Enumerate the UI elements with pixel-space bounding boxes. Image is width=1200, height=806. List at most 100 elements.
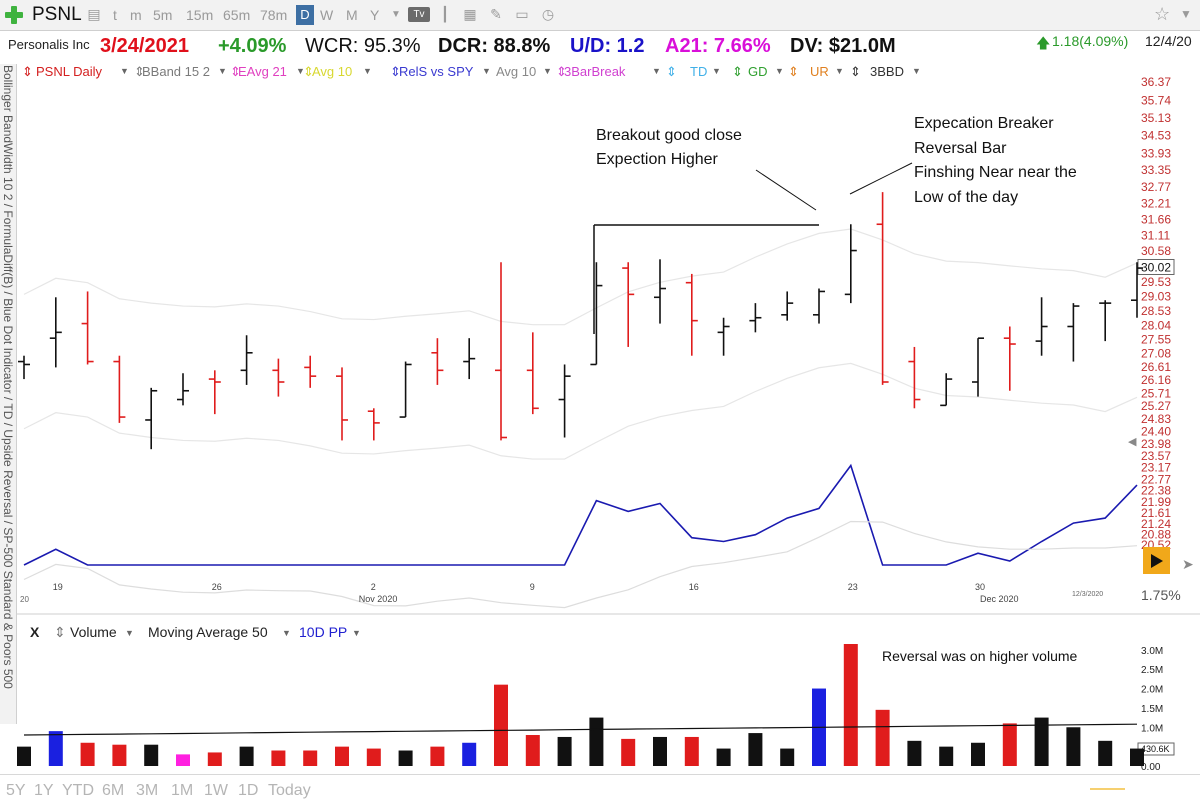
- menu-arrow-icon[interactable]: ⇕: [850, 64, 861, 79]
- period-minute[interactable]: m: [130, 7, 142, 23]
- period-yearly[interactable]: Y: [370, 7, 380, 23]
- period-15m[interactable]: 15m: [186, 7, 214, 23]
- chevron-down-icon[interactable]: ▼: [543, 66, 552, 76]
- price-tick-label: 32.77: [1141, 180, 1171, 194]
- period-monthly[interactable]: M: [346, 7, 358, 23]
- clock-icon[interactable]: ◷: [541, 6, 555, 22]
- range-1y[interactable]: 1Y: [34, 782, 54, 799]
- menu-arrow-icon[interactable]: ⇕: [788, 64, 799, 79]
- chevron-down-icon[interactable]: ▼: [391, 9, 401, 20]
- indicator-bband[interactable]: BBand 15 2: [142, 64, 210, 79]
- chevron-down-icon[interactable]: ▼: [652, 66, 661, 76]
- period-78m[interactable]: 78m: [260, 7, 288, 23]
- chevron-down-icon[interactable]: ▼: [775, 66, 784, 76]
- period-daily[interactable]: D: [296, 5, 314, 25]
- volume-tick-label: 2.5M: [1141, 665, 1163, 676]
- period-65m[interactable]: 65m: [223, 7, 251, 23]
- chevron-down-icon[interactable]: ▼: [363, 66, 372, 76]
- last-change: 1.18(4.09%): [1052, 33, 1129, 49]
- range-1d[interactable]: 1D: [238, 782, 259, 799]
- price-tick-label: 28.04: [1141, 318, 1171, 332]
- menu-arrow-icon[interactable]: ⇕: [556, 64, 567, 79]
- range-5y[interactable]: 5Y: [6, 782, 26, 799]
- chevron-down-icon[interactable]: ▼: [912, 66, 921, 76]
- toolbar: PSNL ▤ t m 5m 15m 65m 78m D W M Y ▼ Tv ┃…: [0, 0, 1200, 31]
- price-tick-label: 33.93: [1141, 146, 1171, 160]
- price-tick-label: 31.66: [1141, 213, 1171, 227]
- note-icon[interactable]: ▭: [515, 6, 529, 22]
- volume-bars: [17, 644, 1144, 790]
- bar-style-icon[interactable]: ┃: [440, 6, 450, 22]
- price-tick-label: 32.21: [1141, 197, 1171, 211]
- period-5m[interactable]: 5m: [153, 7, 173, 23]
- indicator-sidebar[interactable]: Bollinger BandWidth 10 2 / FormulaDiff(B…: [0, 64, 17, 724]
- price-tick-label: 27.08: [1141, 346, 1171, 360]
- arrow-right-icon[interactable]: ➤: [1182, 556, 1194, 572]
- indicator-rels-vs-spy[interactable]: RelS vs SPY: [399, 64, 474, 79]
- bband-lower: [23, 362, 1138, 460]
- chevron-down-icon[interactable]: ▼: [712, 66, 721, 76]
- tv-icon[interactable]: Tv: [408, 7, 430, 22]
- price-tick-label: 36.37: [1141, 75, 1171, 89]
- moving-average-label[interactable]: Moving Average 50: [148, 624, 268, 640]
- range-6m[interactable]: 6M: [102, 782, 125, 799]
- date-tick-label: 2: [371, 582, 376, 592]
- chevron-down-icon[interactable]: ▼: [352, 628, 361, 638]
- chevron-down-icon[interactable]: ▼: [482, 66, 491, 76]
- pp-label[interactable]: 10D PP: [299, 624, 348, 640]
- indicator-eavg21[interactable]: EAvg 21: [238, 64, 287, 79]
- menu-arrow-icon[interactable]: ⇕: [390, 64, 401, 79]
- volume-tick-label: 2.0M: [1141, 685, 1163, 696]
- indicator-avg10[interactable]: Avg 10: [312, 64, 353, 79]
- dcr-value: DCR: 88.8%: [438, 35, 551, 57]
- chevron-down-icon[interactable]: ▼: [296, 66, 305, 76]
- chevron-down-icon-right[interactable]: ▼: [1180, 7, 1192, 21]
- last-date: 12/4/20: [1145, 33, 1192, 49]
- close-icon[interactable]: X: [30, 624, 40, 640]
- indicator-psnl-daily[interactable]: PSNL Daily: [36, 64, 102, 79]
- volume-bar: [366, 748, 381, 766]
- period-weekly[interactable]: W: [320, 7, 334, 23]
- company-name: Personalis Inc: [8, 37, 90, 52]
- add-symbol-icon[interactable]: [5, 6, 23, 24]
- indicator-td[interactable]: TD: [690, 64, 708, 79]
- annotation-breaker-line3: Finshing Near near the: [914, 164, 1077, 181]
- menu-arrow-icon[interactable]: ⇕: [54, 624, 66, 640]
- date-tick-label: 30: [975, 582, 985, 592]
- chevron-down-icon[interactable]: ▼: [125, 628, 134, 638]
- symbol-label[interactable]: PSNL: [32, 4, 82, 25]
- chevron-down-icon[interactable]: ▼: [218, 66, 227, 76]
- volume-bar: [1066, 727, 1081, 766]
- menu-arrow-icon[interactable]: ⇕: [666, 64, 677, 79]
- range-1w[interactable]: 1W: [204, 782, 228, 799]
- print-icon[interactable]: ▤: [87, 6, 101, 22]
- chevron-down-icon[interactable]: ▼: [282, 628, 291, 638]
- range-ytd[interactable]: YTD: [62, 782, 94, 799]
- menu-arrow-icon[interactable]: ⇕: [22, 64, 33, 79]
- volume-tick-label: 1.5M: [1141, 704, 1163, 715]
- indicator-3bbd[interactable]: 3BBD: [870, 64, 904, 79]
- play-button[interactable]: [1143, 547, 1170, 574]
- menu-arrow-icon[interactable]: ⇕: [732, 64, 743, 79]
- menu-arrow-icon[interactable]: ⇕: [303, 64, 314, 79]
- star-icon[interactable]: ☆: [1154, 4, 1171, 24]
- pencil-icon[interactable]: ✎: [490, 6, 502, 22]
- range-1m[interactable]: 1M: [171, 782, 194, 799]
- menu-arrow-icon[interactable]: ⇕: [134, 64, 145, 79]
- period-tick[interactable]: t: [113, 7, 117, 23]
- month-label: Nov 2020: [359, 594, 398, 604]
- indicator-ur[interactable]: UR: [810, 64, 829, 79]
- menu-arrow-icon[interactable]: ⇕: [230, 64, 241, 79]
- indicator-gd[interactable]: GD: [748, 64, 768, 79]
- chevron-down-icon[interactable]: ▼: [120, 66, 129, 76]
- indicator-3barbreak[interactable]: 3BarBreak: [564, 64, 626, 79]
- grid-icon[interactable]: ▦: [463, 6, 477, 22]
- chevron-down-icon[interactable]: ▼: [835, 66, 844, 76]
- range-3m[interactable]: 3M: [136, 782, 159, 799]
- volume-label[interactable]: Volume: [70, 624, 117, 640]
- price-tick-label: 30.58: [1141, 244, 1171, 258]
- edge-date-label: 20: [20, 595, 29, 604]
- range-today[interactable]: Today: [268, 782, 311, 799]
- indicator-avg10-rs[interactable]: Avg 10: [496, 64, 537, 79]
